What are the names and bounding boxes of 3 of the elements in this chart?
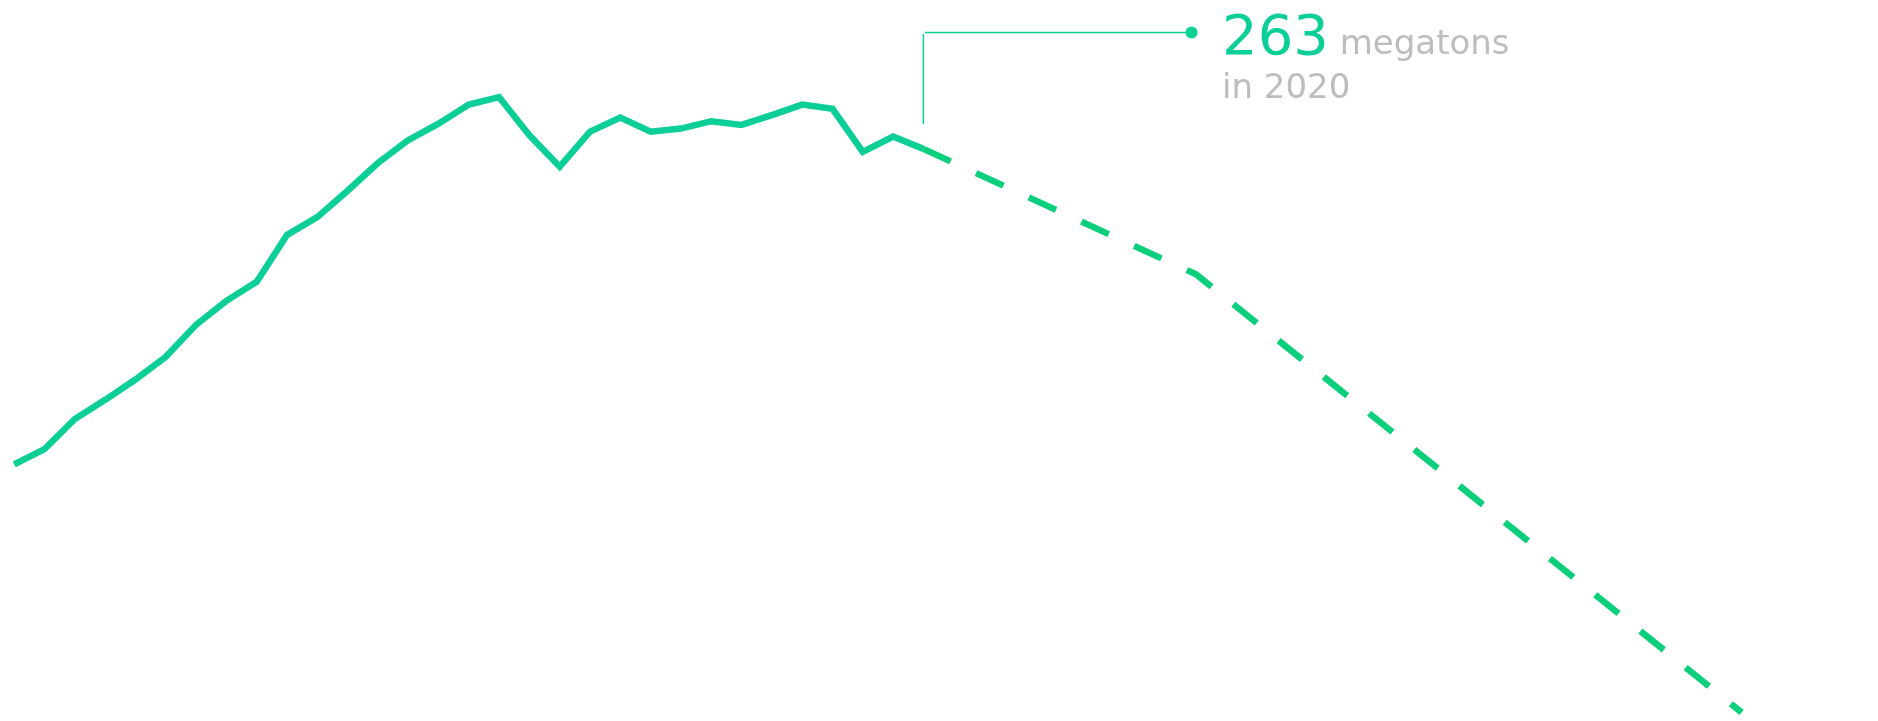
- text: megatons: [1339, 22, 1510, 62]
- annotation: in 2020: [1222, 66, 1351, 107]
- text: 263: [1222, 2, 1329, 67]
